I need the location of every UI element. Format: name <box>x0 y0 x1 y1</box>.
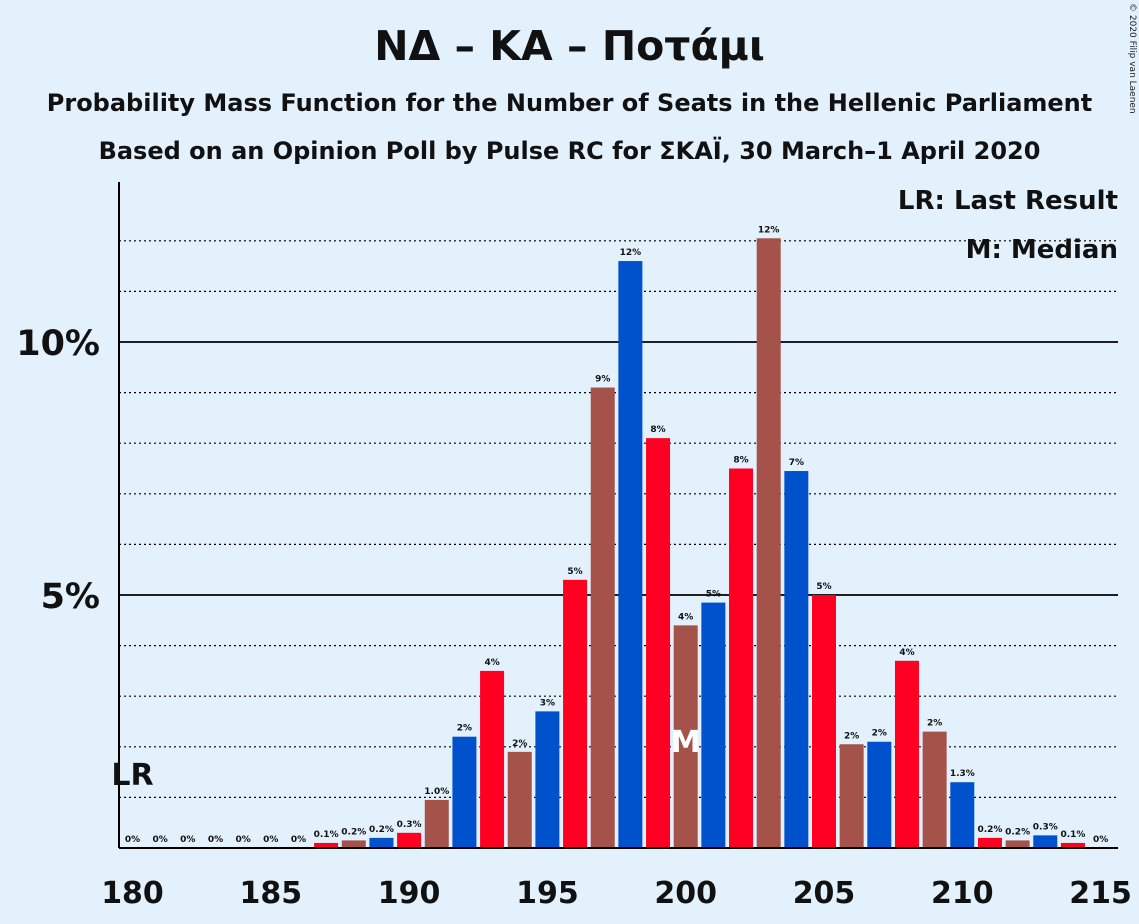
bar-seat-203 <box>756 238 781 848</box>
bar-seat-189 <box>369 837 394 848</box>
bar-label-seat-210: 1.3% <box>950 769 975 779</box>
x-tick-label-215: 215 <box>1069 876 1132 911</box>
bar-seat-214 <box>1060 842 1085 848</box>
bar-seat-190 <box>397 832 422 848</box>
bar-label-seat-200: 4% <box>678 612 693 622</box>
bar-label-seat-201: 5% <box>706 590 721 600</box>
bar-label-seat-196: 5% <box>567 567 582 577</box>
x-tick-label-195: 195 <box>516 876 579 911</box>
bar-label-seat-205: 5% <box>816 582 831 592</box>
bar-label-seat-195: 3% <box>540 698 555 708</box>
bar-seat-191 <box>424 799 449 848</box>
chart-title: ΝΔ – ΚΑ – Ποτάμι <box>374 22 765 70</box>
bar-label-seat-197: 9% <box>595 375 610 385</box>
bar-label-seat-194: 2% <box>512 739 527 749</box>
bar-label-seat-206: 2% <box>844 731 859 741</box>
bar-seat-202 <box>729 468 754 848</box>
y-tick-label-5: 5% <box>41 577 100 617</box>
bar-seat-213 <box>1033 835 1058 848</box>
bar-label-seat-181: 0% <box>153 835 168 845</box>
bar-label-seat-187: 0.1% <box>314 830 339 840</box>
bar-label-seat-192: 2% <box>457 724 472 734</box>
x-tick-label-190: 190 <box>378 876 441 911</box>
bar-label-seat-214: 0.1% <box>1060 830 1085 840</box>
bar-label-seat-202: 8% <box>733 456 748 466</box>
x-tick-label-200: 200 <box>654 876 717 911</box>
bar-labels: 0% 0% 0% 0% 0% 0% 0%0.1% 0.2% 0.2%0.3%1.0%2%4%2%… <box>125 225 1108 845</box>
bar-label-seat-186: 0% <box>291 835 306 845</box>
bar-label-seat-184: 0% <box>235 835 250 845</box>
chart-source-line: Based on an Opinion Poll by Pulse RC for… <box>98 137 1041 165</box>
legend-median: M: Median <box>966 235 1118 265</box>
bar-label-seat-204: 7% <box>789 458 804 468</box>
bar-seat-198 <box>618 261 643 848</box>
bar-label-seat-189: 0.2% <box>369 825 394 835</box>
x-tick-label-205: 205 <box>793 876 856 911</box>
bar-seat-195 <box>535 711 560 848</box>
bar-seat-205 <box>812 595 836 848</box>
median-marker: M <box>671 725 701 760</box>
bar-label-seat-199: 8% <box>650 425 665 435</box>
bar-label-seat-185: 0% <box>263 835 278 845</box>
axes: 180 185 190 195 200 205 210 215 5% 10% <box>16 182 1132 911</box>
bar-label-seat-191: 1.0% <box>424 787 449 797</box>
bar-seat-200 <box>673 625 698 848</box>
chart-subtitle: Probability Mass Function for the Number… <box>46 89 1093 117</box>
bar-label-seat-193: 4% <box>484 658 499 668</box>
bar-seat-196 <box>563 579 588 848</box>
bar-seat-212 <box>1005 840 1030 848</box>
bar-label-seat-207: 2% <box>872 729 887 739</box>
x-tick-label-210: 210 <box>931 876 994 911</box>
bar-label-seat-180: 0% <box>125 835 140 845</box>
bar-label-seat-203: 12% <box>758 225 780 235</box>
bar-seat-194 <box>507 751 532 848</box>
bar-seat-187 <box>314 842 339 848</box>
bar-label-seat-198: 12% <box>620 248 642 258</box>
bar-seat-209 <box>922 731 947 848</box>
x-tick-label-180: 180 <box>101 876 164 911</box>
last-result-marker: LR <box>111 758 153 793</box>
bar-seat-199 <box>646 438 671 848</box>
bars <box>314 238 1085 848</box>
bar-label-seat-212: 0.2% <box>1005 827 1030 837</box>
bar-label-seat-188: 0.2% <box>341 827 366 837</box>
bar-seat-208 <box>894 660 919 848</box>
bar-label-seat-190: 0.3% <box>397 820 422 830</box>
bar-seat-207 <box>867 741 892 848</box>
bar-label-seat-208: 4% <box>899 648 914 658</box>
bar-seat-204 <box>784 471 809 848</box>
y-tick-label-10: 10% <box>16 324 100 364</box>
bar-seat-211 <box>977 837 1002 848</box>
legend-last-result: LR: Last Result <box>898 186 1118 216</box>
bar-label-seat-211: 0.2% <box>977 825 1002 835</box>
bar-label-seat-213: 0.3% <box>1033 822 1058 832</box>
bar-label-seat-209: 2% <box>927 719 942 729</box>
bar-seat-210 <box>950 782 975 848</box>
bar-label-seat-183: 0% <box>208 835 223 845</box>
bar-seat-193 <box>480 670 505 848</box>
bar-label-seat-215: 0% <box>1093 835 1108 845</box>
bar-label-seat-182: 0% <box>180 835 195 845</box>
bar-seat-192 <box>452 736 477 848</box>
x-tick-label-185: 185 <box>239 876 302 911</box>
bar-seat-206 <box>839 744 864 848</box>
bar-seat-201 <box>701 602 726 848</box>
bar-seat-188 <box>341 840 366 848</box>
bar-seat-197 <box>590 387 615 848</box>
